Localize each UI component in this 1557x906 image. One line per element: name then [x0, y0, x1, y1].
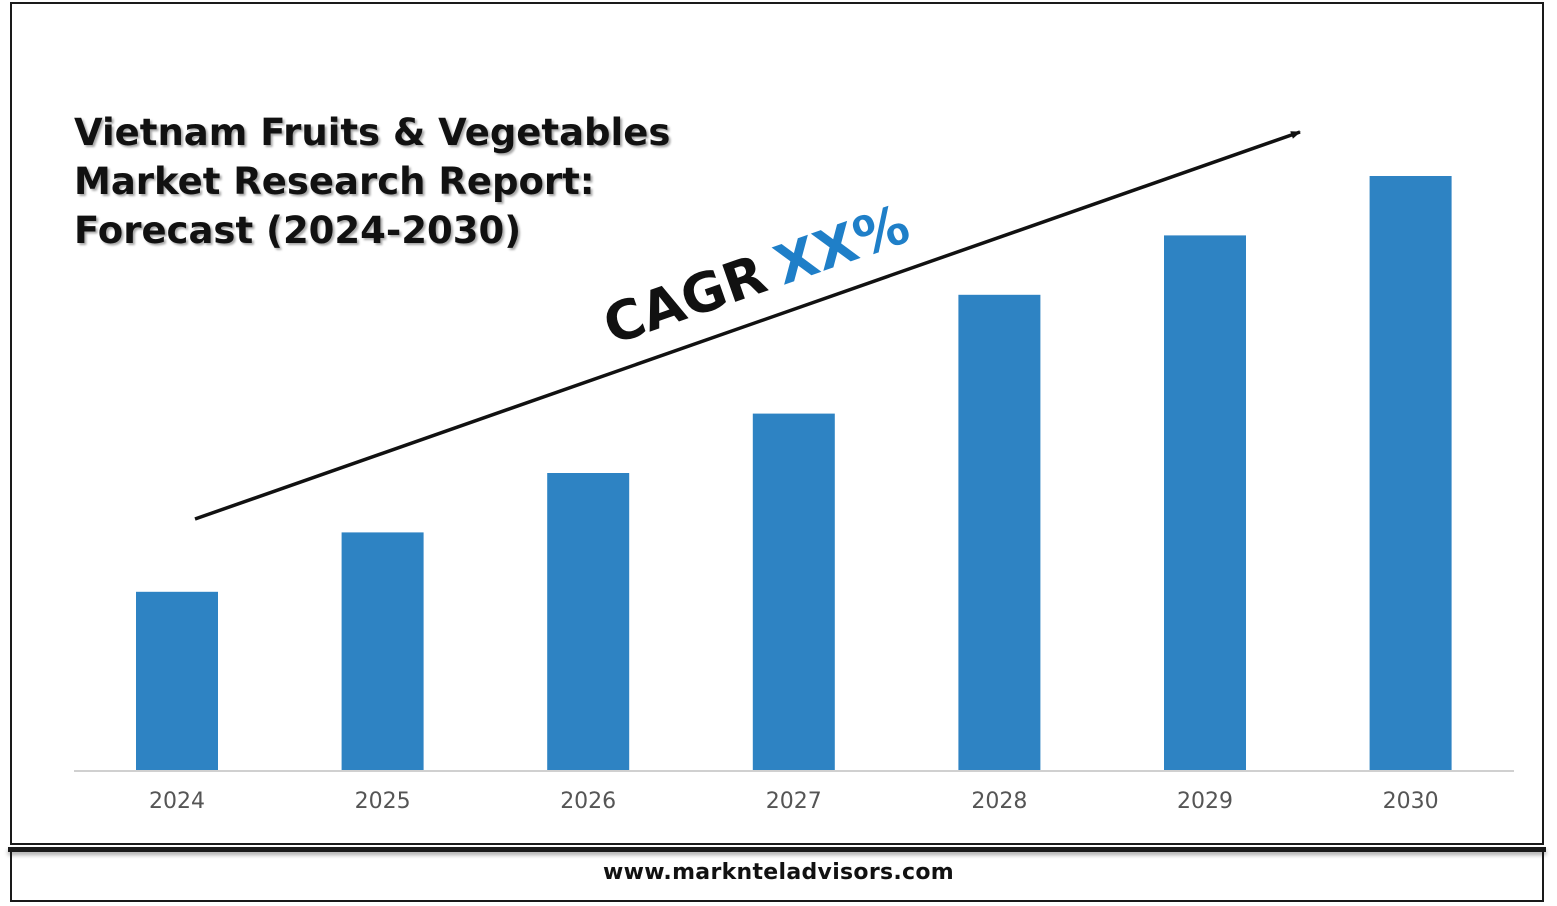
- bar-2026: [547, 473, 630, 770]
- title-line-1: Vietnam Fruits & Vegetables: [74, 111, 671, 154]
- x-tick-labels: 2024 2025 2026 2027 2028 2029 2030: [149, 789, 1439, 814]
- title-line-3: Forecast (2024-2030): [74, 209, 522, 252]
- bar-2028: [958, 294, 1041, 770]
- footer-divider: [8, 847, 1546, 852]
- bars-group: [136, 176, 1452, 770]
- footer-frame: [10, 852, 1544, 902]
- bar-2025: [341, 532, 424, 770]
- cagr-annotation: CAGRXX%: [595, 192, 917, 357]
- chart-title: Vietnam Fruits & Vegetables Market Resea…: [74, 108, 694, 255]
- bar-2029: [1164, 235, 1246, 770]
- x-tick-label-2030: 2030: [1383, 789, 1439, 814]
- bar-2027: [752, 413, 835, 770]
- bar-2024: [136, 591, 218, 770]
- x-tick-label-2024: 2024: [149, 789, 205, 814]
- footer-website[interactable]: www.marknteladvisors.com: [602, 860, 955, 885]
- x-tick-label-2028: 2028: [971, 789, 1027, 814]
- x-tick-label-2025: 2025: [355, 789, 411, 814]
- cagr-label: CAGR: [595, 243, 774, 358]
- cagr-value: XX%: [767, 192, 917, 297]
- cagr-trend-arrow: [194, 130, 1301, 521]
- title-line-2: Market Research Report:: [74, 160, 595, 203]
- bar-2030: [1369, 176, 1452, 770]
- x-tick-label-2029: 2029: [1177, 789, 1233, 814]
- x-tick-label-2027: 2027: [766, 789, 822, 814]
- x-tick-label-2026: 2026: [560, 789, 616, 814]
